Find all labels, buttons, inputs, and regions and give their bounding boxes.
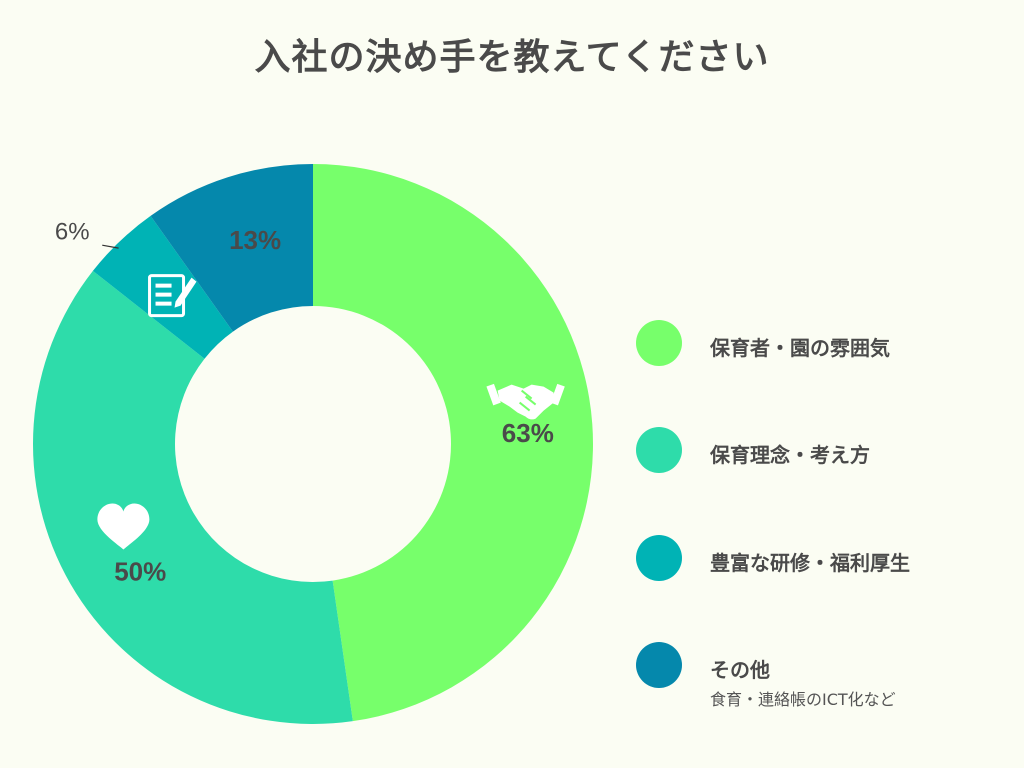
legend-label: その他 bbox=[710, 658, 770, 682]
legend-swatch bbox=[636, 427, 682, 473]
donut-slice bbox=[313, 164, 594, 722]
legend-label: 保育理念・考え方 bbox=[710, 443, 870, 467]
legend-swatch bbox=[636, 642, 682, 688]
slice-value-label: 50% bbox=[114, 556, 166, 586]
heart-icon bbox=[97, 503, 150, 550]
handshake-icon bbox=[486, 383, 565, 420]
legend-swatch bbox=[636, 320, 682, 366]
leader-line bbox=[102, 244, 119, 249]
legend-label: 保育者・園の雰囲気 bbox=[710, 336, 890, 360]
donut-slice bbox=[150, 164, 313, 332]
slice-value-label: 6% bbox=[55, 219, 90, 246]
slice-value-label: 63% bbox=[502, 418, 554, 448]
legend-swatch bbox=[636, 535, 682, 581]
legend-label: 豊富な研修・福利厚生 bbox=[710, 551, 910, 575]
slice-value-label: 13% bbox=[229, 225, 281, 255]
legend-sublabel: 食育・連絡帳のICT化など bbox=[710, 690, 896, 709]
donut-slice bbox=[32, 270, 353, 725]
chart-title: 入社の決め手を教えてください bbox=[254, 37, 770, 78]
clipboard-pen-icon bbox=[148, 274, 197, 318]
